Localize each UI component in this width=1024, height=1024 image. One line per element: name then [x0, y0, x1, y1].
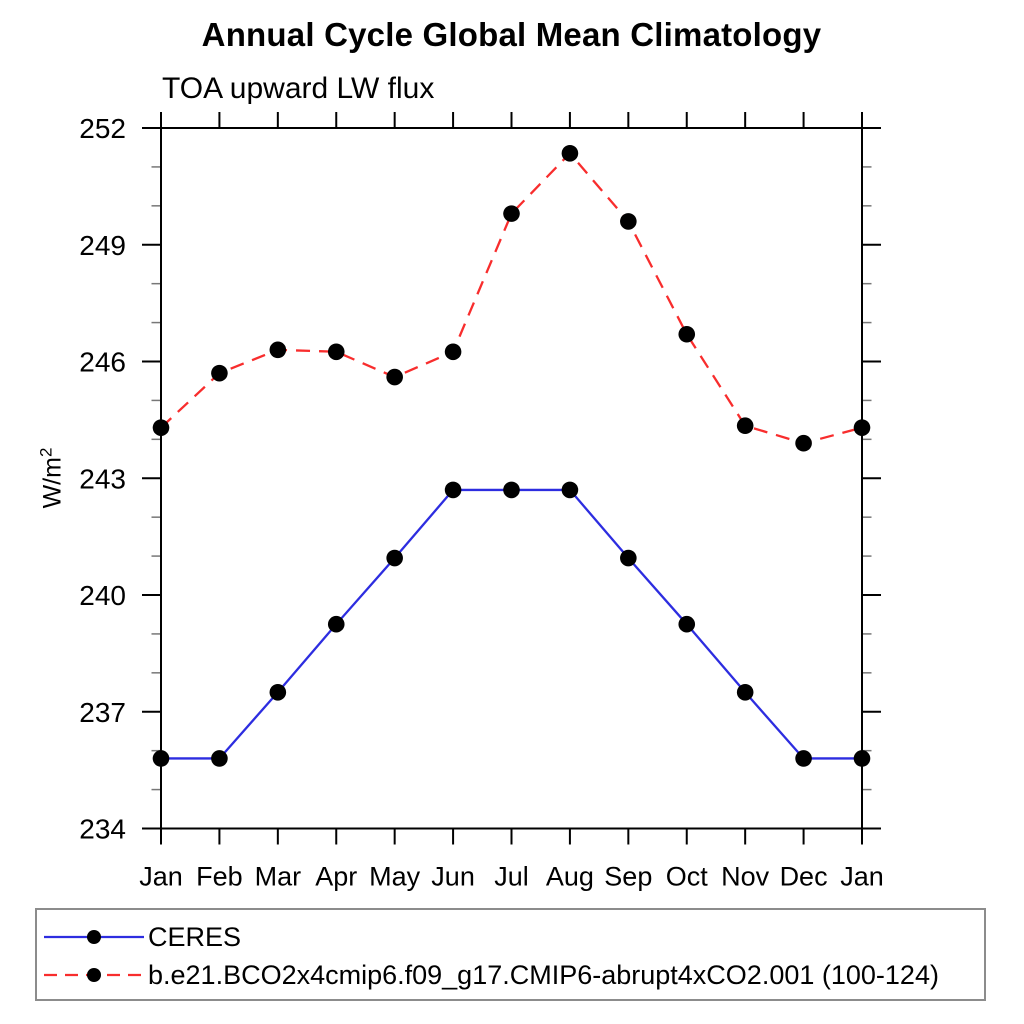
- x-tick-label: Nov: [721, 862, 770, 892]
- data-point-marker: [678, 325, 696, 343]
- data-point-marker: [269, 683, 287, 701]
- x-tick-label: Jan: [139, 862, 183, 892]
- legend-box: CERES b.e21.BCO2x4cmip6.f09_g17.CMIP6-abr…: [35, 908, 986, 1001]
- data-point-marker: [327, 615, 345, 633]
- legend-marker-dot: [87, 968, 101, 982]
- y-tick-label: 249: [79, 230, 126, 261]
- data-point-marker: [269, 341, 287, 359]
- data-point-marker: [386, 549, 403, 567]
- legend-line-sample: [44, 968, 144, 982]
- x-tick-label: Apr: [315, 862, 357, 892]
- legend-marker-dot: [87, 930, 101, 944]
- y-tick-label: 240: [79, 580, 126, 611]
- legend-label-0: CERES: [148, 921, 242, 952]
- data-point-marker: [211, 364, 228, 382]
- legend-label-1: b.e21.BCO2x4cmip6.f09_g17.CMIP6-abrupt4x…: [148, 959, 939, 990]
- data-point-marker: [620, 549, 637, 567]
- data-point-marker: [152, 419, 170, 436]
- series-line-0: [161, 488, 862, 760]
- y-minor-ticks: [151, 166, 872, 791]
- data-point-marker: [795, 750, 812, 767]
- x-tick-label: Jul: [494, 862, 529, 892]
- data-point-marker: [620, 213, 637, 230]
- series-markers-0: [152, 481, 871, 767]
- x-ticks: [160, 112, 863, 845]
- data-point-marker: [678, 615, 696, 633]
- y-tick-label: 237: [79, 697, 126, 728]
- data-point-marker: [503, 481, 520, 499]
- data-point-marker: [503, 205, 520, 222]
- data-point-marker: [327, 343, 345, 361]
- data-point-marker: [736, 417, 754, 435]
- data-point-marker: [795, 434, 812, 452]
- chart-subtitle: TOA upward LW flux: [162, 72, 435, 105]
- plot-frame: [160, 127, 863, 830]
- data-point-marker: [211, 750, 228, 767]
- y-tick-label: 234: [79, 814, 126, 845]
- data-point-marker: [561, 144, 579, 162]
- series-line-1: [160, 151, 863, 445]
- x-tick-labels: Jan Feb Mar Apr May Jun Jul Aug Sep Oct Nov Dec Jan: [139, 862, 884, 892]
- series-markers-1: [152, 144, 871, 452]
- y-tick-label: 246: [79, 347, 126, 378]
- y-tick-label: 243: [79, 463, 126, 494]
- x-tick-label: Jan: [840, 862, 884, 892]
- data-point-marker: [444, 343, 462, 361]
- y-tick-label: 252: [79, 113, 126, 144]
- data-point-marker: [444, 481, 462, 499]
- x-tick-label: Feb: [196, 862, 243, 892]
- data-point-marker: [152, 750, 170, 767]
- y-tick-labels: 234 237 240 243 246 249 252: [79, 113, 126, 845]
- legend-entry-1: b.e21.BCO2x4cmip6.f09_g17.CMIP6-abrupt4x…: [42, 960, 939, 990]
- data-point-marker: [736, 683, 754, 701]
- y-major-ticks: [142, 127, 881, 830]
- data-point-marker: [853, 750, 871, 767]
- x-tick-label: Aug: [546, 862, 594, 892]
- chart-title: Annual Cycle Global Mean Climatology: [201, 16, 822, 53]
- legend-line-sample: [44, 930, 144, 944]
- data-point-marker: [853, 419, 871, 436]
- x-tick-label: Dec: [780, 862, 828, 892]
- x-tick-label: Jun: [431, 862, 475, 892]
- x-tick-label: Sep: [604, 862, 652, 892]
- x-tick-label: Mar: [255, 862, 302, 892]
- x-tick-label: May: [369, 862, 421, 892]
- data-point-marker: [386, 368, 403, 386]
- legend-entry-0: CERES: [42, 922, 241, 952]
- data-point-marker: [561, 481, 579, 499]
- x-tick-label: Oct: [666, 862, 709, 892]
